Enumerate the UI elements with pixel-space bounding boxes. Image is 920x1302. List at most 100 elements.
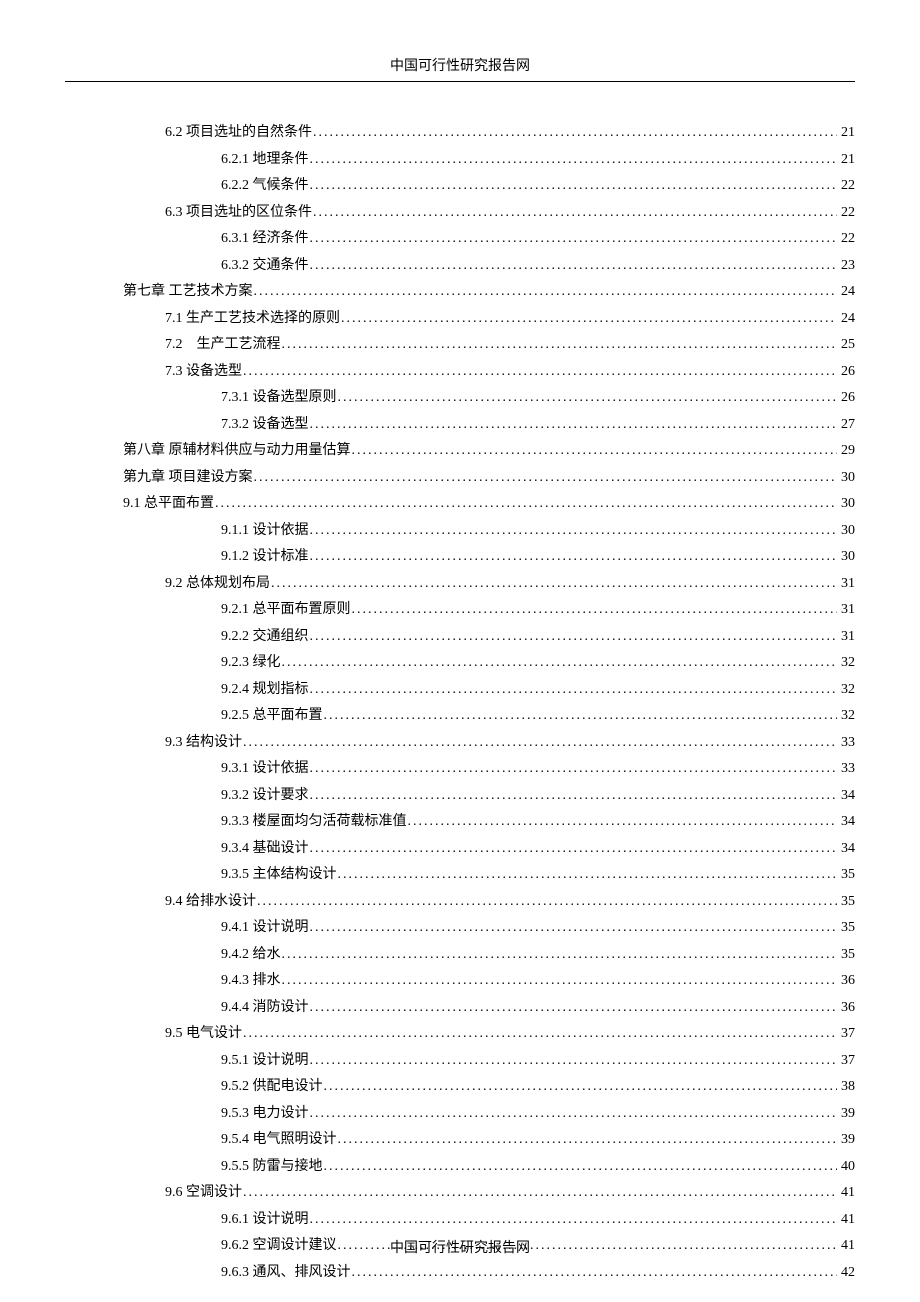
toc-leader-dots bbox=[309, 1207, 838, 1234]
toc-entry: 9.3.3 楼屋面均匀活荷载标准值34 bbox=[123, 809, 855, 836]
toc-leader-dots bbox=[323, 1154, 838, 1181]
toc-leader-dots bbox=[309, 915, 838, 942]
toc-leader-dots bbox=[256, 889, 837, 916]
toc-entry-label: 9.5.2 供配电设计 bbox=[221, 1074, 323, 1101]
toc-entry-label: 7.3 设备选型 bbox=[165, 359, 242, 386]
toc-entry-label: 9.3 结构设计 bbox=[165, 730, 242, 757]
toc-leader-dots bbox=[309, 226, 838, 253]
toc-entry-page: 30 bbox=[837, 518, 855, 545]
toc-leader-dots bbox=[309, 756, 838, 783]
toc-leader-dots bbox=[309, 836, 838, 863]
toc-entry-label: 9.5 电气设计 bbox=[165, 1021, 242, 1048]
toc-entry: 7.3 设备选型26 bbox=[123, 359, 855, 386]
toc-entry-page: 21 bbox=[837, 120, 855, 147]
toc-entry-label: 9.1.1 设计依据 bbox=[221, 518, 309, 545]
toc-entry-page: 32 bbox=[837, 650, 855, 677]
toc-entry: 9.4.1 设计说明 35 bbox=[123, 915, 855, 942]
toc-entry-page: 37 bbox=[837, 1048, 855, 1075]
toc-entry-page: 42 bbox=[837, 1260, 855, 1287]
toc-leader-dots bbox=[312, 120, 837, 147]
toc-entry-label: 9.2.1 总平面布置原则 bbox=[221, 597, 351, 624]
toc-entry-page: 34 bbox=[837, 836, 855, 863]
toc-entry-label: 6.2 项目选址的自然条件 bbox=[165, 120, 312, 147]
toc-leader-dots bbox=[312, 200, 837, 227]
toc-entry: 9.1.2 设计标准30 bbox=[123, 544, 855, 571]
toc-entry-page: 24 bbox=[837, 279, 855, 306]
toc-entry: 第七章 工艺技术方案24 bbox=[123, 279, 855, 306]
toc-entry-label: 6.2.1 地理条件 bbox=[221, 147, 309, 174]
toc-entry-page: 23 bbox=[837, 253, 855, 280]
toc-entry: 6.2.1 地理条件 21 bbox=[123, 147, 855, 174]
toc-entry-label: 9.4 给排水设计 bbox=[165, 889, 256, 916]
toc-entry-page: 30 bbox=[837, 544, 855, 571]
document-page: 中国可行性研究报告网 6.2 项目选址的自然条件216.2.1 地理条件216.… bbox=[0, 0, 920, 1302]
toc-entry-label: 第八章 原辅材料供应与动力用量估算 bbox=[123, 438, 351, 465]
toc-leader-dots bbox=[214, 491, 837, 518]
toc-entry-label: 7.3.2 设备选型 bbox=[221, 412, 309, 439]
toc-entry: 9.5.4 电气照明设计39 bbox=[123, 1127, 855, 1154]
toc-entry-page: 32 bbox=[837, 703, 855, 730]
toc-entry-label: 9.3.4 基础设计 bbox=[221, 836, 309, 863]
toc-entry-page: 34 bbox=[837, 783, 855, 810]
toc-leader-dots bbox=[281, 968, 838, 995]
toc-entry-label: 9.6 空调设计 bbox=[165, 1180, 242, 1207]
toc-leader-dots bbox=[242, 1021, 837, 1048]
toc-entry-label: 9.5.3 电力设计 bbox=[221, 1101, 309, 1128]
toc-leader-dots bbox=[242, 730, 837, 757]
toc-entry-label: 9.6.1 设计说明 bbox=[221, 1207, 309, 1234]
toc-entry: 9.1 总平面布置 30 bbox=[123, 491, 855, 518]
toc-entry-page: 22 bbox=[837, 173, 855, 200]
toc-entry-page: 35 bbox=[837, 889, 855, 916]
toc-leader-dots bbox=[253, 465, 838, 492]
toc-entry: 9.3 结构设计33 bbox=[123, 730, 855, 757]
toc-entry-label: 9.3.5 主体结构设计 bbox=[221, 862, 337, 889]
toc-leader-dots bbox=[407, 809, 838, 836]
toc-entry: 6.3 项目选址的区位条件22 bbox=[123, 200, 855, 227]
toc-entry: 7.2 生产工艺流程 25 bbox=[123, 332, 855, 359]
toc-entry-label: 9.5.4 电气照明设计 bbox=[221, 1127, 337, 1154]
toc-entry-label: 7.3.1 设备选型原则 bbox=[221, 385, 337, 412]
toc-entry: 7.3.2 设备选型27 bbox=[123, 412, 855, 439]
toc-entry-label: 9.3.1 设计依据 bbox=[221, 756, 309, 783]
toc-entry-page: 37 bbox=[837, 1021, 855, 1048]
header-text: 中国可行性研究报告网 bbox=[390, 59, 530, 74]
toc-entry-page: 21 bbox=[837, 147, 855, 174]
toc-entry-label: 7.1 生产工艺技术选择的原则 bbox=[165, 306, 340, 333]
toc-entry-label: 7.2 生产工艺流程 bbox=[165, 332, 281, 359]
toc-entry: 9.4.4 消防设计36 bbox=[123, 995, 855, 1022]
toc-entry-label: 9.2.5 总平面布置 bbox=[221, 703, 323, 730]
toc-entry-page: 22 bbox=[837, 200, 855, 227]
toc-entry-page: 22 bbox=[837, 226, 855, 253]
toc-entry: 9.4.2 给水35 bbox=[123, 942, 855, 969]
toc-entry-label: 9.5.5 防雷与接地 bbox=[221, 1154, 323, 1181]
toc-entry-label: 9.2.3 绿化 bbox=[221, 650, 281, 677]
toc-entry: 9.6 空调设计 41 bbox=[123, 1180, 855, 1207]
toc-entry: 9.2 总体规划布局31 bbox=[123, 571, 855, 598]
toc-leader-dots bbox=[309, 253, 838, 280]
toc-entry-label: 6.2.2 气候条件 bbox=[221, 173, 309, 200]
toc-leader-dots bbox=[242, 359, 837, 386]
toc-leader-dots bbox=[309, 412, 838, 439]
toc-entry: 9.4.3 排水36 bbox=[123, 968, 855, 995]
toc-leader-dots bbox=[309, 1101, 838, 1128]
toc-leader-dots bbox=[337, 1127, 838, 1154]
toc-entry-label: 9.3.3 楼屋面均匀活荷载标准值 bbox=[221, 809, 407, 836]
toc-leader-dots bbox=[309, 624, 838, 651]
toc-entry-page: 25 bbox=[837, 332, 855, 359]
toc-entry: 9.1.1 设计依据 30 bbox=[123, 518, 855, 545]
toc-entry-label: 9.1 总平面布置 bbox=[123, 491, 214, 518]
toc-entry-label: 第九章 项目建设方案 bbox=[123, 465, 253, 492]
toc-leader-dots bbox=[351, 1260, 838, 1287]
toc-entry-page: 36 bbox=[837, 968, 855, 995]
toc-leader-dots bbox=[309, 173, 838, 200]
toc-entry-page: 36 bbox=[837, 995, 855, 1022]
toc-entry: 9.2.4 规划指标32 bbox=[123, 677, 855, 704]
toc-entry: 9.2.2 交通组织31 bbox=[123, 624, 855, 651]
toc-entry-page: 24 bbox=[837, 306, 855, 333]
toc-entry-label: 9.4.1 设计说明 bbox=[221, 915, 309, 942]
toc-entry-page: 35 bbox=[837, 942, 855, 969]
toc-entry-page: 35 bbox=[837, 915, 855, 942]
toc-entry-page: 29 bbox=[837, 438, 855, 465]
toc-entry-page: 41 bbox=[837, 1180, 855, 1207]
toc-entry-page: 30 bbox=[837, 491, 855, 518]
